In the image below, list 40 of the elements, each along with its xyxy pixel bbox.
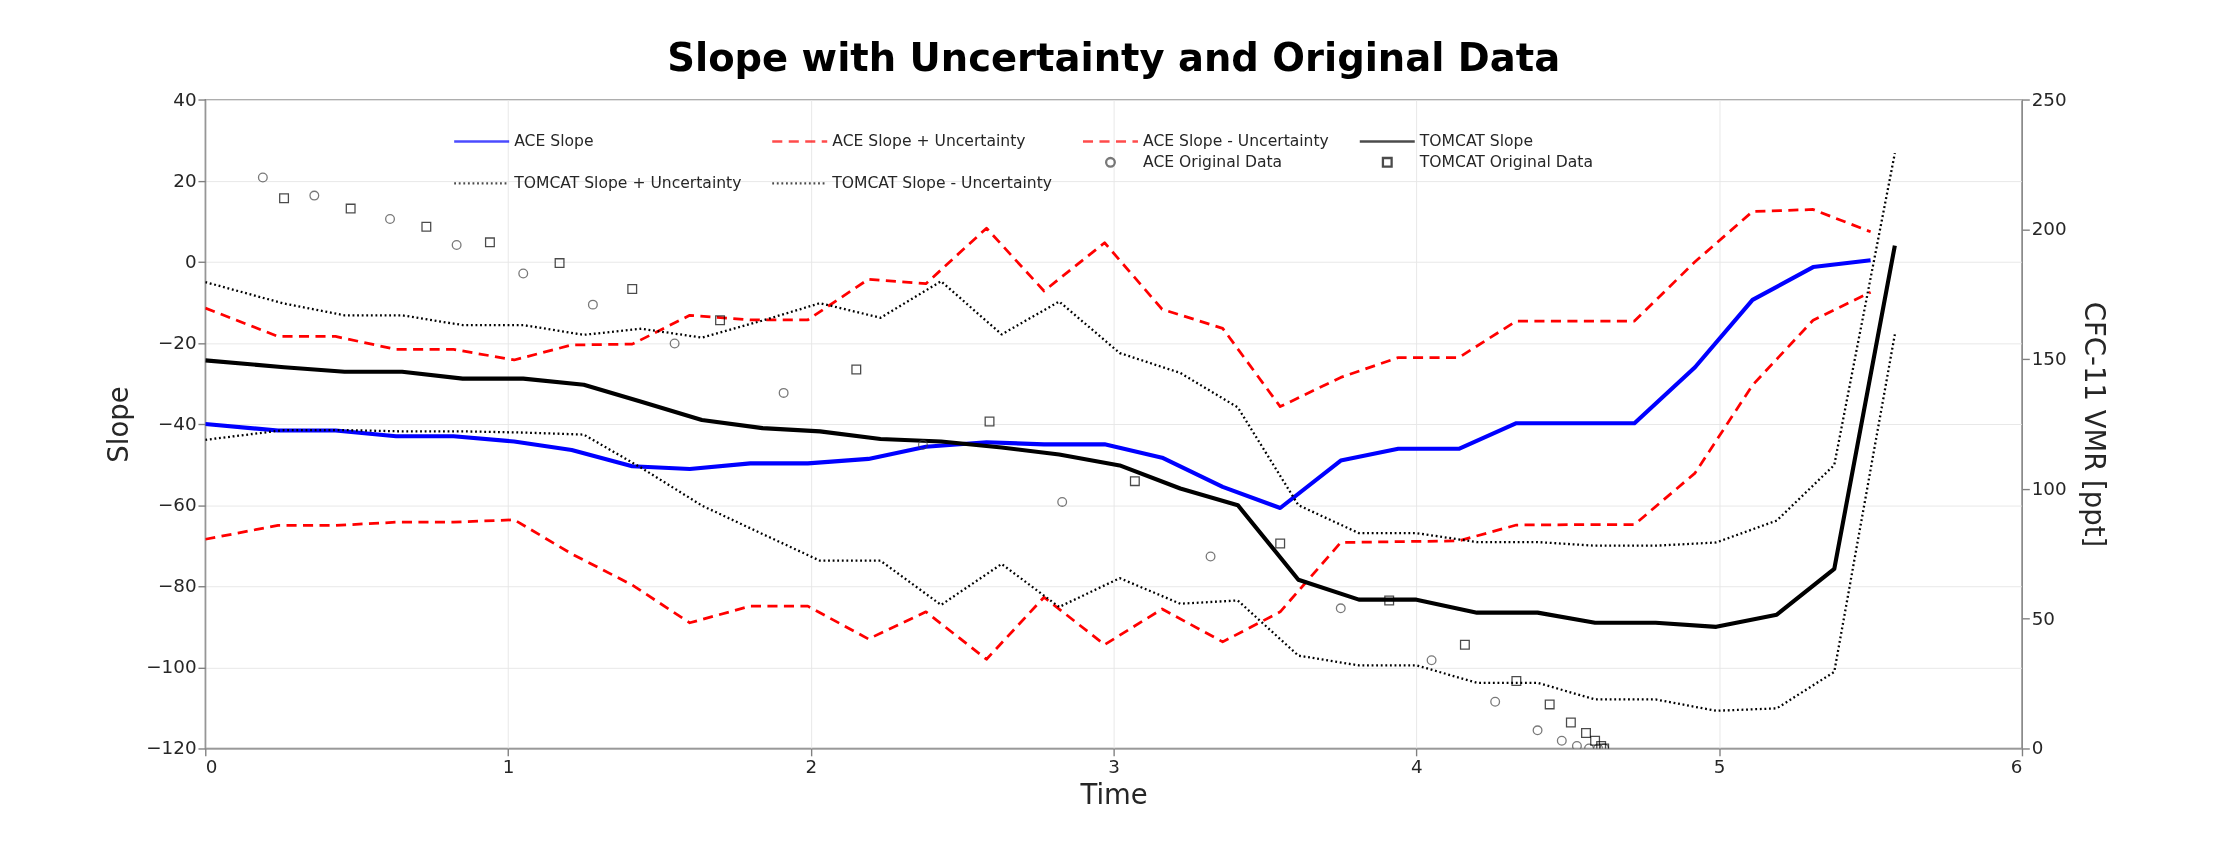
y-tick-label: 40	[173, 88, 197, 110]
line-series	[205, 290, 1872, 661]
x-tick-label: 2	[805, 755, 818, 777]
legend-label: TOMCAT Slope + Uncertainty	[513, 174, 742, 193]
x-tick-label: 5	[1713, 755, 1726, 777]
legend-label: ACE Original Data	[1143, 152, 1283, 171]
legend-label: ACE Slope + Uncertainty	[832, 132, 1026, 151]
y2-tick-label: 50	[2031, 607, 2055, 629]
x-tick-label: 3	[1108, 755, 1120, 777]
y-tick-label: −120	[146, 737, 197, 759]
x-tick-label: 6	[2010, 755, 2023, 777]
line-series	[205, 151, 1896, 547]
line-series	[205, 333, 1896, 712]
line-series	[205, 208, 1872, 408]
x-axis-title: Time	[1079, 777, 1148, 810]
line-series	[205, 258, 1873, 511]
line-series	[205, 243, 1897, 629]
y-tick-label: −60	[157, 494, 197, 516]
y-tick-label: 0	[184, 250, 197, 272]
legend-label: TOMCAT Original Data	[1418, 152, 1593, 171]
y2-axis-title: CFC-11 VMR [ppt]	[2078, 301, 2111, 548]
y2-tick-label: 100	[2031, 477, 2067, 499]
x-tick-label: 4	[1411, 755, 1423, 777]
y-tick-label: −100	[146, 656, 197, 678]
y2-tick-label: 200	[2031, 218, 2067, 240]
y-axis-title: Slope	[101, 386, 134, 463]
y-tick-label: −40	[157, 413, 197, 434]
x-tick-label: 1	[502, 755, 515, 777]
y2-tick-label: 250	[2031, 88, 2067, 110]
legend-label: TOMCAT Slope	[1418, 132, 1534, 151]
y2-tick-label: 0	[2031, 737, 2044, 759]
y-tick-label: −20	[157, 331, 197, 353]
legend-label: TOMCAT Slope - Uncertainty	[831, 174, 1053, 193]
legend-label: ACE Slope	[514, 132, 594, 151]
chart-title: Slope with Uncertainty and Original Data	[667, 35, 1561, 81]
y-tick-label: 20	[173, 169, 197, 191]
y2-tick-label: 150	[2031, 348, 2067, 370]
x-tick-label: 0	[205, 755, 218, 777]
legend-label: ACE Slope - Uncertainty	[1143, 132, 1329, 151]
y-tick-label: −80	[157, 575, 197, 597]
